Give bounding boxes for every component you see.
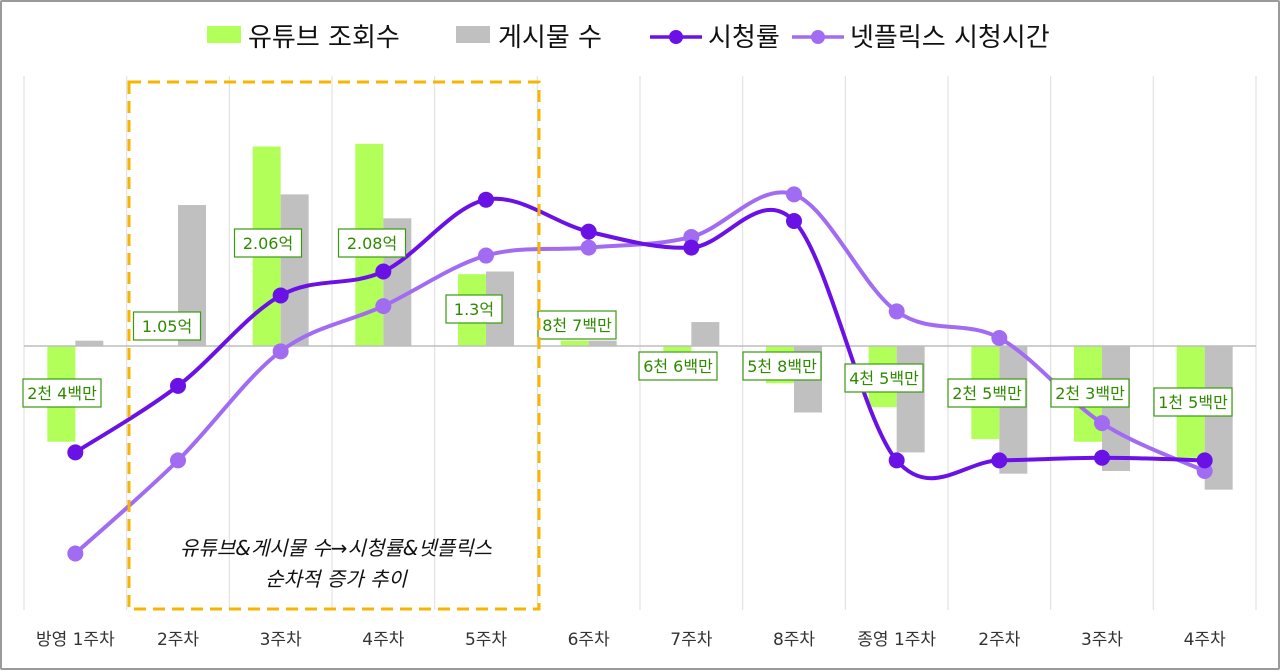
point-rating [786, 212, 802, 229]
legend-swatch-rating-dot [669, 30, 683, 44]
point-rating [991, 452, 1008, 469]
highlight-box [127, 80, 541, 611]
point-netflix [1094, 415, 1110, 432]
x-tick-label: 3주차 [1081, 630, 1123, 650]
legend-swatch-youtube [207, 26, 241, 43]
x-tick-label: 6주차 [568, 630, 610, 650]
data-label-box [844, 363, 924, 393]
point-rating [1196, 452, 1213, 469]
legend: 유튜브 조회수 게시물 수 시청률 넷플릭스 시청시간 [207, 23, 1050, 53]
bar-posts [280, 194, 309, 346]
x-tick-label: 4주차 [1184, 630, 1226, 650]
data-label-box [638, 351, 718, 381]
data-label: 2천 3백만 [1055, 384, 1125, 403]
data-label-box [233, 228, 303, 258]
bar-posts [691, 322, 720, 346]
x-tick-label: 8주차 [773, 630, 815, 650]
point-rating [1094, 449, 1110, 466]
point-rating [375, 263, 392, 280]
point-rating [272, 287, 289, 304]
data-label: 1.3억 [454, 300, 494, 319]
data-label-box [537, 310, 617, 340]
legend-label-posts: 게시물 수 [498, 23, 602, 53]
data-label: 1천 5백만 [1158, 393, 1228, 412]
data-label-box [445, 294, 503, 324]
bar-youtube [560, 340, 589, 346]
data-label-box [132, 311, 202, 341]
data-label-box [22, 378, 102, 408]
gridlines [23, 76, 1257, 610]
x-tick-label: 7주차 [670, 630, 712, 650]
legend-swatch-posts [456, 26, 490, 43]
data-label: 2천 5백만 [952, 384, 1022, 403]
bar-posts [896, 346, 925, 453]
bar-posts [588, 340, 617, 346]
data-label: 6천 6백만 [643, 357, 713, 376]
lines [67, 186, 1213, 562]
x-tick-label: 2주차 [157, 630, 199, 650]
point-netflix [375, 298, 392, 315]
bar-youtube [663, 346, 692, 352]
data-label-box [947, 378, 1027, 408]
x-tick-label: 4주차 [362, 630, 404, 650]
data-label: 1.05억 [142, 317, 192, 336]
data-label-box [1153, 387, 1233, 417]
data-label: 2.08억 [347, 234, 397, 253]
x-tick-label: 5주차 [465, 630, 507, 650]
point-netflix [786, 186, 802, 203]
data-label-box [742, 351, 822, 381]
legend-label-rating: 시청률 [708, 23, 780, 53]
point-rating [580, 223, 597, 240]
annotation-line-2: 순차적 증가 추이 [265, 567, 408, 591]
x-tick-label: 종영 1주차 [857, 630, 936, 650]
bar-posts [999, 346, 1028, 474]
point-netflix [67, 545, 84, 562]
data-label: 5천 8백만 [747, 357, 817, 376]
point-rating [478, 191, 494, 208]
annotation-line-1: 유튜브&게시물 수→시청률&넷플릭스 [180, 536, 493, 560]
bar-posts [75, 340, 104, 346]
x-tick-label: 방영 1주차 [36, 630, 115, 650]
point-netflix [170, 452, 186, 469]
data-label: 4천 5백만 [849, 369, 919, 388]
x-tick-label: 2주차 [978, 630, 1020, 650]
bar-posts [1102, 346, 1130, 472]
point-netflix [888, 303, 905, 320]
data-label-box [337, 228, 407, 258]
data-label-box [1050, 378, 1130, 408]
x-tick-label: 3주차 [260, 630, 302, 650]
point-rating [67, 444, 84, 461]
data-label: 2천 4백만 [27, 384, 97, 403]
point-netflix [478, 247, 494, 264]
legend-label-youtube: 유튜브 조회수 [248, 23, 400, 53]
legend-label-netflix: 넷플릭스 시청시간 [850, 23, 1050, 53]
point-netflix [991, 330, 1008, 347]
data-label: 2.06억 [243, 234, 293, 253]
point-rating [170, 377, 186, 394]
data-labels: 2천 4백만 1.05억 2.06억 2.08억 1.3억 8천 7백만 6천 6백만 5천 … [22, 228, 1233, 417]
data-label: 8천 7백만 [542, 316, 612, 335]
legend-swatch-netflix-dot [811, 30, 825, 44]
point-netflix [580, 239, 597, 256]
point-rating [683, 239, 700, 256]
point-rating [888, 452, 905, 469]
point-netflix [272, 343, 289, 360]
x-axis-ticks: 방영 1주차 2주차 3주차 4주차 5주차 6주차 7주차 8주차 종영 1주차 2주차 3주차 4… [36, 630, 1226, 650]
